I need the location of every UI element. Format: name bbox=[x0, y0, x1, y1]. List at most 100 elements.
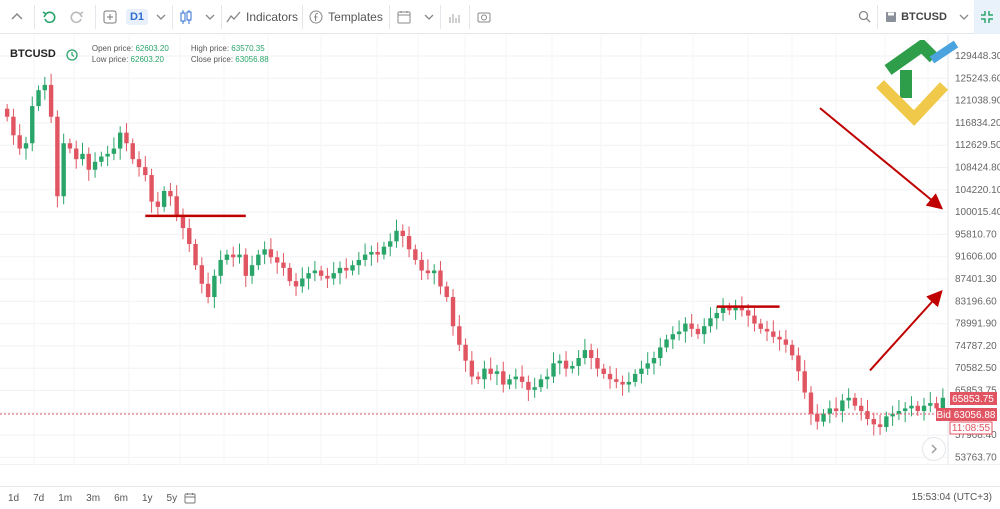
candle-body bbox=[325, 275, 330, 279]
candle-body bbox=[318, 270, 324, 276]
range-button-5y[interactable]: 5y bbox=[166, 492, 178, 504]
candle-body bbox=[789, 344, 795, 356]
indicators-button[interactable]: Indicators bbox=[222, 0, 302, 34]
candle-body bbox=[193, 244, 198, 266]
candle-body bbox=[733, 307, 738, 311]
candle-body bbox=[940, 397, 946, 409]
volume-button[interactable] bbox=[441, 0, 469, 34]
redo-icon bbox=[70, 10, 84, 23]
arrow-down-annotation[interactable] bbox=[819, 107, 944, 210]
calendar-icon bbox=[397, 10, 411, 23]
candle-body bbox=[614, 379, 619, 382]
symbol-selector[interactable]: BTCUSD bbox=[878, 0, 954, 34]
low-label: Low price: bbox=[91, 55, 129, 64]
search-button[interactable] bbox=[851, 0, 877, 34]
function-icon bbox=[309, 10, 323, 23]
candle-body bbox=[281, 262, 286, 268]
candle-body bbox=[771, 331, 776, 337]
top-toolbar: D1 Indicators Templates BTCUSD bbox=[0, 0, 1000, 34]
chevron-down-icon bbox=[205, 14, 215, 20]
candle-body bbox=[444, 286, 449, 298]
range-button-7d[interactable]: 7d bbox=[33, 492, 45, 504]
candle-body bbox=[620, 381, 625, 385]
last-price-label: 65853.75 bbox=[952, 394, 994, 405]
indicators-icon bbox=[226, 11, 241, 22]
candle-body bbox=[400, 230, 405, 237]
candle-body bbox=[890, 413, 895, 417]
chevron-down-icon bbox=[156, 14, 166, 20]
candle-body bbox=[532, 387, 537, 390]
candle-body bbox=[626, 381, 632, 385]
timer-label: 11:08:55 bbox=[952, 423, 991, 434]
y-tick-label: 95810.70 bbox=[955, 229, 997, 240]
clock-icon bbox=[66, 49, 78, 61]
templates-button[interactable]: Templates bbox=[303, 0, 389, 34]
candle-body bbox=[557, 360, 562, 364]
fullscreen-button[interactable] bbox=[974, 0, 1000, 34]
candle-body bbox=[928, 403, 933, 406]
chart-type-button[interactable] bbox=[173, 0, 199, 34]
range-button-6m[interactable]: 6m bbox=[114, 492, 128, 504]
candle-body bbox=[4, 108, 10, 117]
undo-button[interactable] bbox=[35, 0, 63, 34]
candle-body bbox=[846, 397, 851, 401]
candle-body bbox=[852, 397, 858, 406]
candle-body bbox=[607, 373, 613, 380]
candle-body bbox=[777, 336, 782, 340]
candle-body bbox=[425, 270, 431, 274]
arrow-up-annotation[interactable] bbox=[869, 290, 943, 372]
candle-body bbox=[551, 363, 556, 377]
scroll-to-latest-button[interactable] bbox=[922, 437, 946, 461]
collapse-toolbar-button[interactable] bbox=[0, 0, 34, 34]
y-tick-label: 104220.10 bbox=[955, 185, 1000, 196]
screenshot-button[interactable] bbox=[470, 0, 498, 34]
candle-body bbox=[11, 116, 16, 136]
candle-body bbox=[815, 413, 820, 422]
candle-body bbox=[80, 153, 85, 160]
candle-body bbox=[538, 379, 544, 388]
range-button-1d[interactable]: 1d bbox=[8, 492, 20, 504]
candle-body bbox=[124, 132, 129, 144]
candle-body bbox=[833, 408, 839, 412]
calendar-range-icon[interactable] bbox=[184, 492, 196, 504]
candle-body bbox=[802, 371, 807, 393]
candle-body bbox=[86, 153, 91, 170]
price-chart[interactable]: 129448.30 125243.60 121038.90 116834.20 1126… bbox=[0, 35, 1000, 465]
candle-body bbox=[337, 267, 343, 274]
clock-readout: 15:53:04 (UTC+3) bbox=[911, 492, 992, 503]
range-button-1y[interactable]: 1y bbox=[141, 492, 153, 504]
candle-body bbox=[180, 214, 186, 229]
close-label: Close price: bbox=[190, 55, 234, 64]
close-value: 63056.88 bbox=[235, 55, 269, 64]
candle-body bbox=[249, 265, 255, 276]
calendar-dropdown[interactable] bbox=[418, 0, 440, 34]
redo-button[interactable] bbox=[63, 0, 91, 34]
range-button-1m[interactable]: 1m bbox=[58, 492, 73, 504]
symbol-dropdown[interactable] bbox=[954, 0, 974, 34]
timeframe-button[interactable]: D1 bbox=[124, 0, 150, 34]
ohlc-info-panel: BTCUSD Open price: 62603.20 High price: … bbox=[0, 40, 269, 68]
candle-body bbox=[92, 161, 98, 170]
y-tick-label: 91606.00 bbox=[955, 252, 997, 263]
candle-body bbox=[796, 355, 801, 372]
calendar-button[interactable] bbox=[390, 0, 418, 34]
candle-body bbox=[74, 148, 79, 160]
candle-body bbox=[388, 241, 393, 247]
candle-body bbox=[312, 270, 318, 274]
high-value: 63570.35 bbox=[231, 44, 265, 53]
candle-body bbox=[42, 84, 48, 91]
range-button-3m[interactable]: 3m bbox=[86, 492, 101, 504]
candle-body bbox=[394, 230, 399, 242]
brand-logo-icon bbox=[876, 40, 959, 126]
chart-type-dropdown[interactable] bbox=[199, 0, 221, 34]
add-chart-button[interactable] bbox=[96, 0, 124, 34]
timeframe-dropdown[interactable] bbox=[150, 0, 172, 34]
candle-body bbox=[99, 156, 104, 162]
bars-icon bbox=[449, 13, 460, 23]
candle-body bbox=[689, 323, 694, 329]
candle-body bbox=[745, 310, 751, 316]
y-tick-label: 78991.90 bbox=[955, 319, 997, 330]
candle-body bbox=[475, 376, 481, 380]
candle-body bbox=[413, 249, 418, 260]
candle-body bbox=[921, 405, 927, 412]
